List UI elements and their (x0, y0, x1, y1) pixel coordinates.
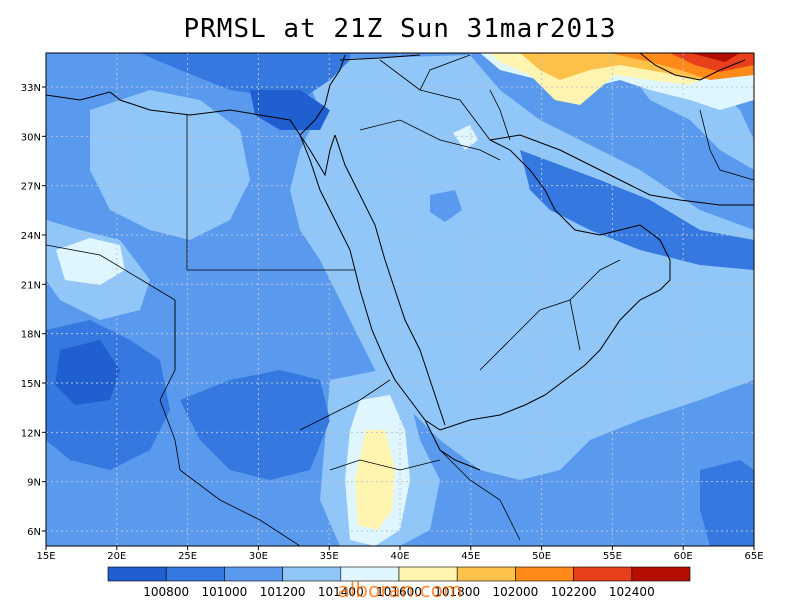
country-borders (46, 54, 754, 546)
x-tick-label: 55E (603, 551, 622, 562)
y-tick-label: 18N (21, 330, 41, 341)
colorbar-swatch (631, 566, 691, 582)
y-tick-label: 6N (27, 527, 41, 538)
y-tick-label: 27N (21, 182, 41, 193)
y-tick-label: 24N (21, 231, 41, 242)
x-tick-label: 25E (178, 551, 197, 562)
colorbar-label: 101000 (201, 585, 247, 599)
x-axis-ticks: 15E 20E 25E 30E 35E 40E 45E 50E 55E 60E 65E (36, 546, 764, 562)
y-tick-label: 33N (21, 83, 41, 94)
colorbar-swatch (573, 566, 633, 582)
colorbar-label: 101800 (434, 585, 480, 599)
pressure-fill-101400-arabia (290, 55, 754, 480)
x-tick-label: 60E (674, 551, 693, 562)
colorbar-swatch (282, 566, 342, 582)
pressure-fill-101200-najd (430, 190, 462, 222)
pressure-fill-101400-egypt (90, 90, 250, 240)
pressure-fill-101000-se (700, 460, 754, 546)
watermark-text: alboran.com (338, 578, 463, 600)
pressure-fill-101000-north (46, 53, 350, 100)
x-tick-label: 35E (320, 551, 339, 562)
x-tick-label: 20E (107, 551, 126, 562)
x-tick-label: 15E (36, 551, 55, 562)
pressure-fill-102600-ne (690, 53, 740, 62)
colorbar-swatch (107, 566, 167, 582)
y-tick-label: 30N (21, 132, 41, 143)
map-title: PRMSL at 21Z Sun 31mar2013 (183, 14, 617, 44)
colorbar-swatch (224, 566, 283, 582)
colorbar-label: 102200 (551, 585, 597, 599)
x-tick-label: 40E (390, 551, 409, 562)
pressure-fill-101600-iraq (453, 125, 478, 150)
x-tick-label: 45E (461, 551, 480, 562)
pressure-fill-100800-levant (250, 90, 330, 130)
lat-lon-grid (46, 53, 754, 546)
colorbar-swatch (165, 566, 225, 582)
colorbar-swatch (515, 566, 574, 582)
colorbar-label: 101200 (260, 585, 306, 599)
colorbar-label: 100800 (143, 585, 189, 599)
pressure-fill-102400-ne (670, 53, 754, 72)
pressure-fill-101000-sudan (180, 370, 330, 480)
pressure-fill-101000-gulf (520, 150, 754, 270)
x-tick-label: 65E (744, 551, 763, 562)
y-tick-label: 15N (21, 379, 41, 390)
colorbar-swatch (456, 566, 516, 582)
y-axis-ticks: 33N 30N 27N 24N 21N 18N 15N 12N 9N 6N (21, 83, 46, 538)
x-tick-label: 50E (532, 551, 551, 562)
colorbar-label: 102400 (609, 585, 655, 599)
y-tick-label: 12N (21, 428, 41, 439)
y-tick-label: 9N (27, 478, 41, 489)
colorbar-label: 101400 (318, 585, 364, 599)
colorbar-label: 102000 (492, 585, 538, 599)
coastlines (46, 53, 754, 471)
colorbar: 100800 101000 101200 101400 101600 101800 1020… (107, 566, 691, 599)
x-tick-label: 30E (249, 551, 268, 562)
y-tick-label: 21N (21, 280, 41, 291)
pressure-fill-100800-west (55, 340, 120, 405)
pressure-fill-101800-ethiopia (355, 430, 395, 530)
colorbar-label: 101600 (376, 585, 422, 599)
pressure-fill-101400-oman (520, 320, 610, 400)
